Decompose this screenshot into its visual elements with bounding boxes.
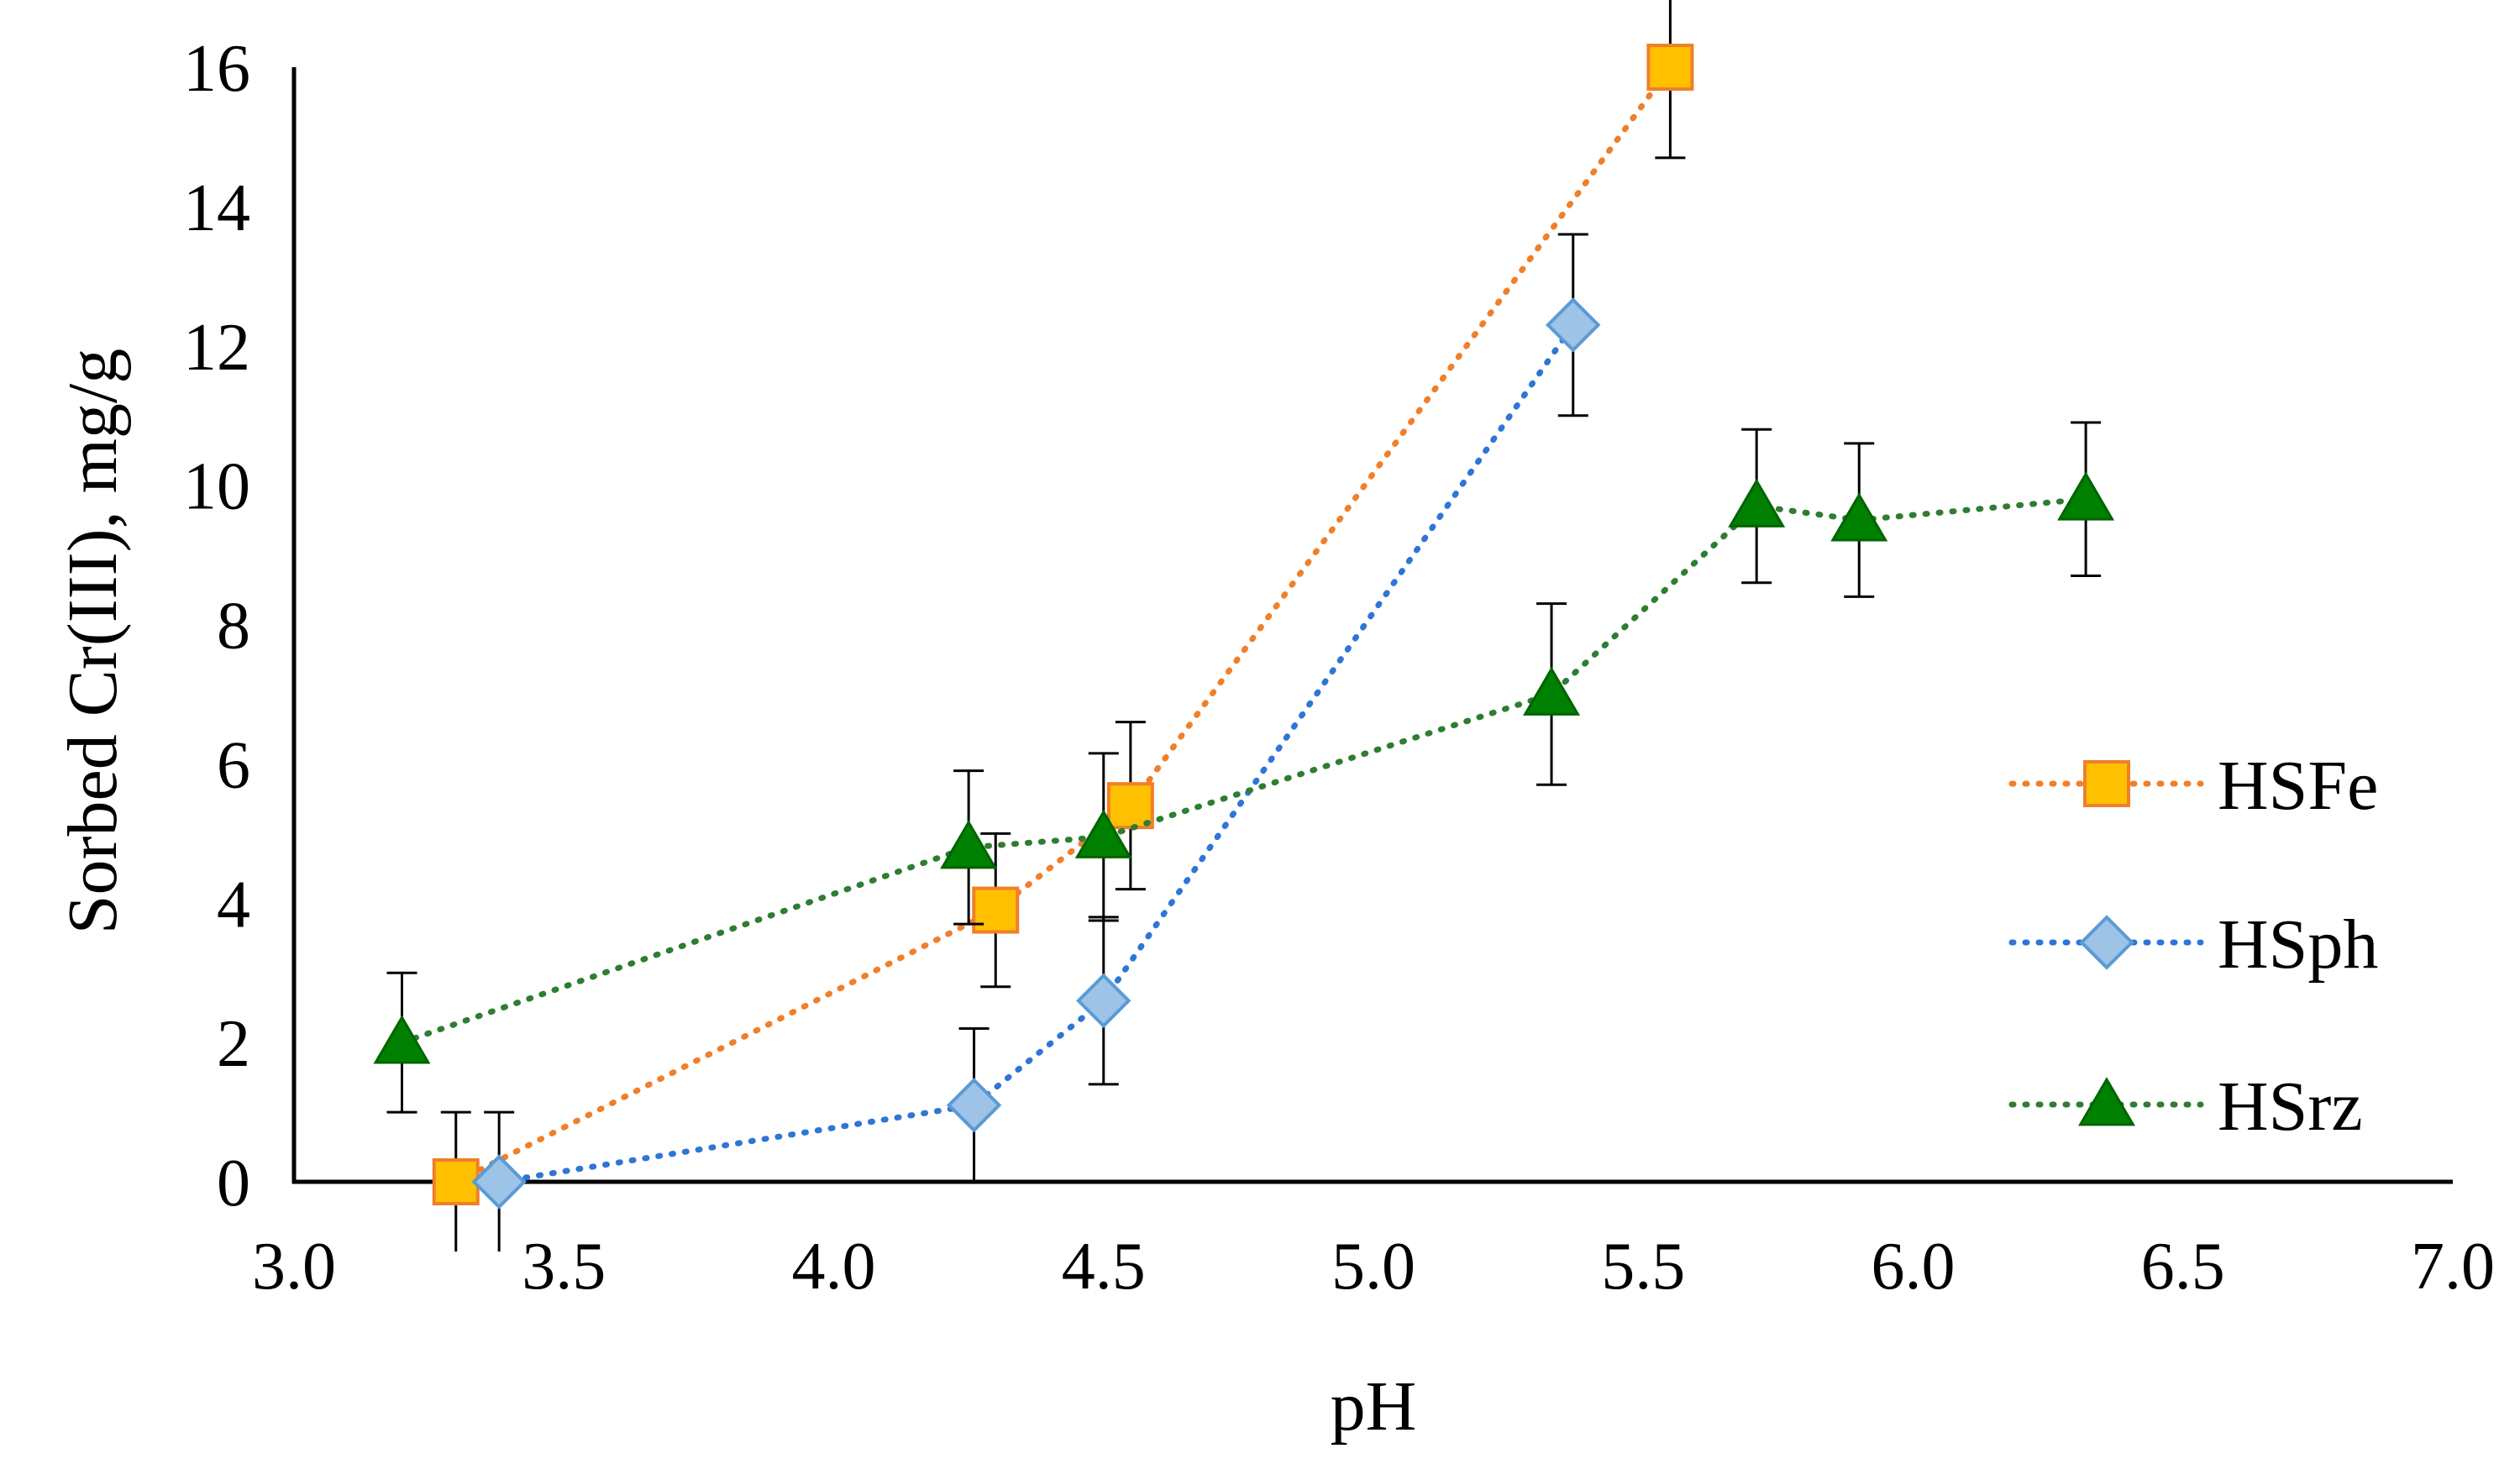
legend-marker bbox=[2077, 1077, 2136, 1126]
legend-item-HSFe: HSFe bbox=[2008, 747, 2378, 825]
data-point bbox=[373, 1015, 431, 1064]
data-point bbox=[1545, 297, 1601, 353]
tick-labels: 3.0 3.5 4.0 4.5 5.0 5.5 6.0 6.5 7.0 0 2 4 6 8 10 12 14 16 bbox=[183, 32, 2495, 1304]
data-point bbox=[1523, 666, 1581, 716]
legend-label: HSph bbox=[2218, 905, 2378, 984]
y-tick-label: 8 bbox=[217, 590, 250, 664]
series-line bbox=[399, 496, 2089, 1046]
x-tick-label: 4.5 bbox=[1062, 1230, 1146, 1304]
legend-item-HSph: HSph bbox=[2008, 905, 2378, 984]
data-point bbox=[432, 1158, 480, 1205]
x-tick-label: 5.5 bbox=[1601, 1230, 1685, 1304]
axes bbox=[291, 67, 2453, 1184]
y-tick-label: 16 bbox=[183, 32, 250, 106]
x-tick-label: 6.0 bbox=[1872, 1230, 1956, 1304]
x-tick-label: 7.0 bbox=[2411, 1230, 2495, 1304]
y-tick-label: 4 bbox=[217, 868, 250, 942]
x-tick-label: 6.5 bbox=[2141, 1230, 2225, 1304]
data-point bbox=[940, 820, 998, 869]
data-point bbox=[2057, 471, 2115, 521]
y-tick-label: 12 bbox=[183, 311, 250, 385]
y-tick-label: 6 bbox=[217, 728, 250, 802]
series-HSph bbox=[471, 233, 1601, 1252]
data-point bbox=[1646, 44, 1694, 91]
data-point bbox=[1728, 478, 1786, 527]
legend: HSFe HSph HSrz bbox=[2008, 747, 2378, 1146]
y-tick-label: 2 bbox=[217, 1007, 250, 1081]
y-tick-label: 10 bbox=[183, 450, 250, 524]
x-tick-label: 3.0 bbox=[252, 1230, 336, 1304]
data-point bbox=[1830, 492, 1888, 542]
series-line bbox=[453, 64, 1673, 1185]
x-axis-title: pH bbox=[1331, 1367, 1417, 1446]
series-layer bbox=[373, 0, 2115, 1252]
x-tick-label: 4.0 bbox=[792, 1230, 876, 1304]
legend-item-HSrz: HSrz bbox=[2008, 1068, 2363, 1146]
data-point bbox=[471, 1154, 527, 1210]
x-tick-label: 3.5 bbox=[522, 1230, 606, 1304]
data-point bbox=[1074, 809, 1132, 858]
series-line bbox=[496, 322, 1577, 1185]
data-point bbox=[1106, 782, 1154, 830]
legend-label: HSFe bbox=[2218, 747, 2378, 825]
legend-label: HSrz bbox=[2218, 1068, 2363, 1146]
y-tick-label: 14 bbox=[183, 171, 250, 245]
x-tick-label: 5.0 bbox=[1331, 1230, 1415, 1304]
series-HSFe bbox=[432, 0, 1694, 1252]
data-point bbox=[946, 1078, 1002, 1133]
legend-marker bbox=[2079, 915, 2134, 970]
data-point bbox=[1076, 973, 1131, 1029]
legend-marker bbox=[2083, 760, 2130, 807]
y-tick-label: 0 bbox=[217, 1147, 250, 1220]
data-point bbox=[972, 886, 1020, 934]
series-HSrz bbox=[373, 421, 2115, 1114]
y-axis-title: Sorbed Cr(III), mg/g bbox=[54, 349, 132, 935]
